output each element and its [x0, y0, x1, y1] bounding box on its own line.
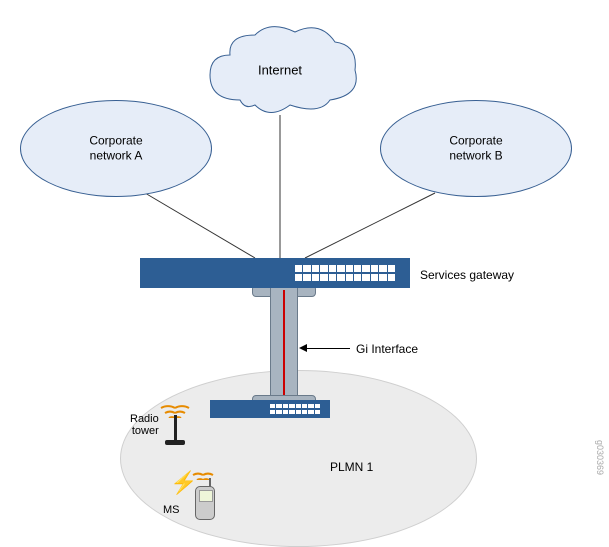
gateway-ports-row-2 — [295, 274, 395, 281]
radio-tower-icon — [165, 415, 185, 445]
radio-pole — [174, 415, 177, 441]
gi-pipe — [270, 288, 298, 401]
radio-base — [165, 440, 185, 445]
plmn-label: PLMN 1 — [330, 460, 373, 474]
diagram-stage: Internet Corporate network A Corporate n… — [0, 0, 609, 547]
internet-cloud: Internet — [200, 20, 360, 120]
gateway-ports-row-1 — [295, 265, 395, 272]
services-gateway-label: Services gateway — [420, 268, 514, 282]
gi-interface-label: Gi Interface — [356, 342, 418, 356]
corporate-a-label: Corporate network A — [89, 133, 142, 164]
plmn-router-ports-2 — [270, 410, 320, 414]
gi-inner-line — [283, 290, 285, 399]
edge-corpb-gateway — [305, 193, 435, 258]
lightning-icon: ⚡ — [170, 470, 197, 496]
figure-id: g030369 — [595, 440, 605, 475]
corporate-network-a: Corporate network A — [20, 100, 212, 197]
phone-screen — [199, 490, 213, 502]
plmn-router — [210, 400, 330, 418]
radio-tower-label: Radio tower — [130, 413, 159, 437]
internet-label: Internet — [258, 63, 302, 78]
phone-body — [195, 486, 215, 520]
mobile-station-icon — [195, 478, 213, 518]
plmn-router-ports-1 — [270, 404, 320, 408]
gi-arrow-line — [307, 348, 350, 349]
ms-label: MS — [163, 504, 180, 516]
services-gateway — [140, 258, 410, 288]
gi-arrow-head — [299, 344, 307, 352]
corporate-b-label: Corporate network B — [449, 133, 502, 164]
edge-corpa-gateway — [145, 193, 255, 258]
corporate-network-b: Corporate network B — [380, 100, 572, 197]
